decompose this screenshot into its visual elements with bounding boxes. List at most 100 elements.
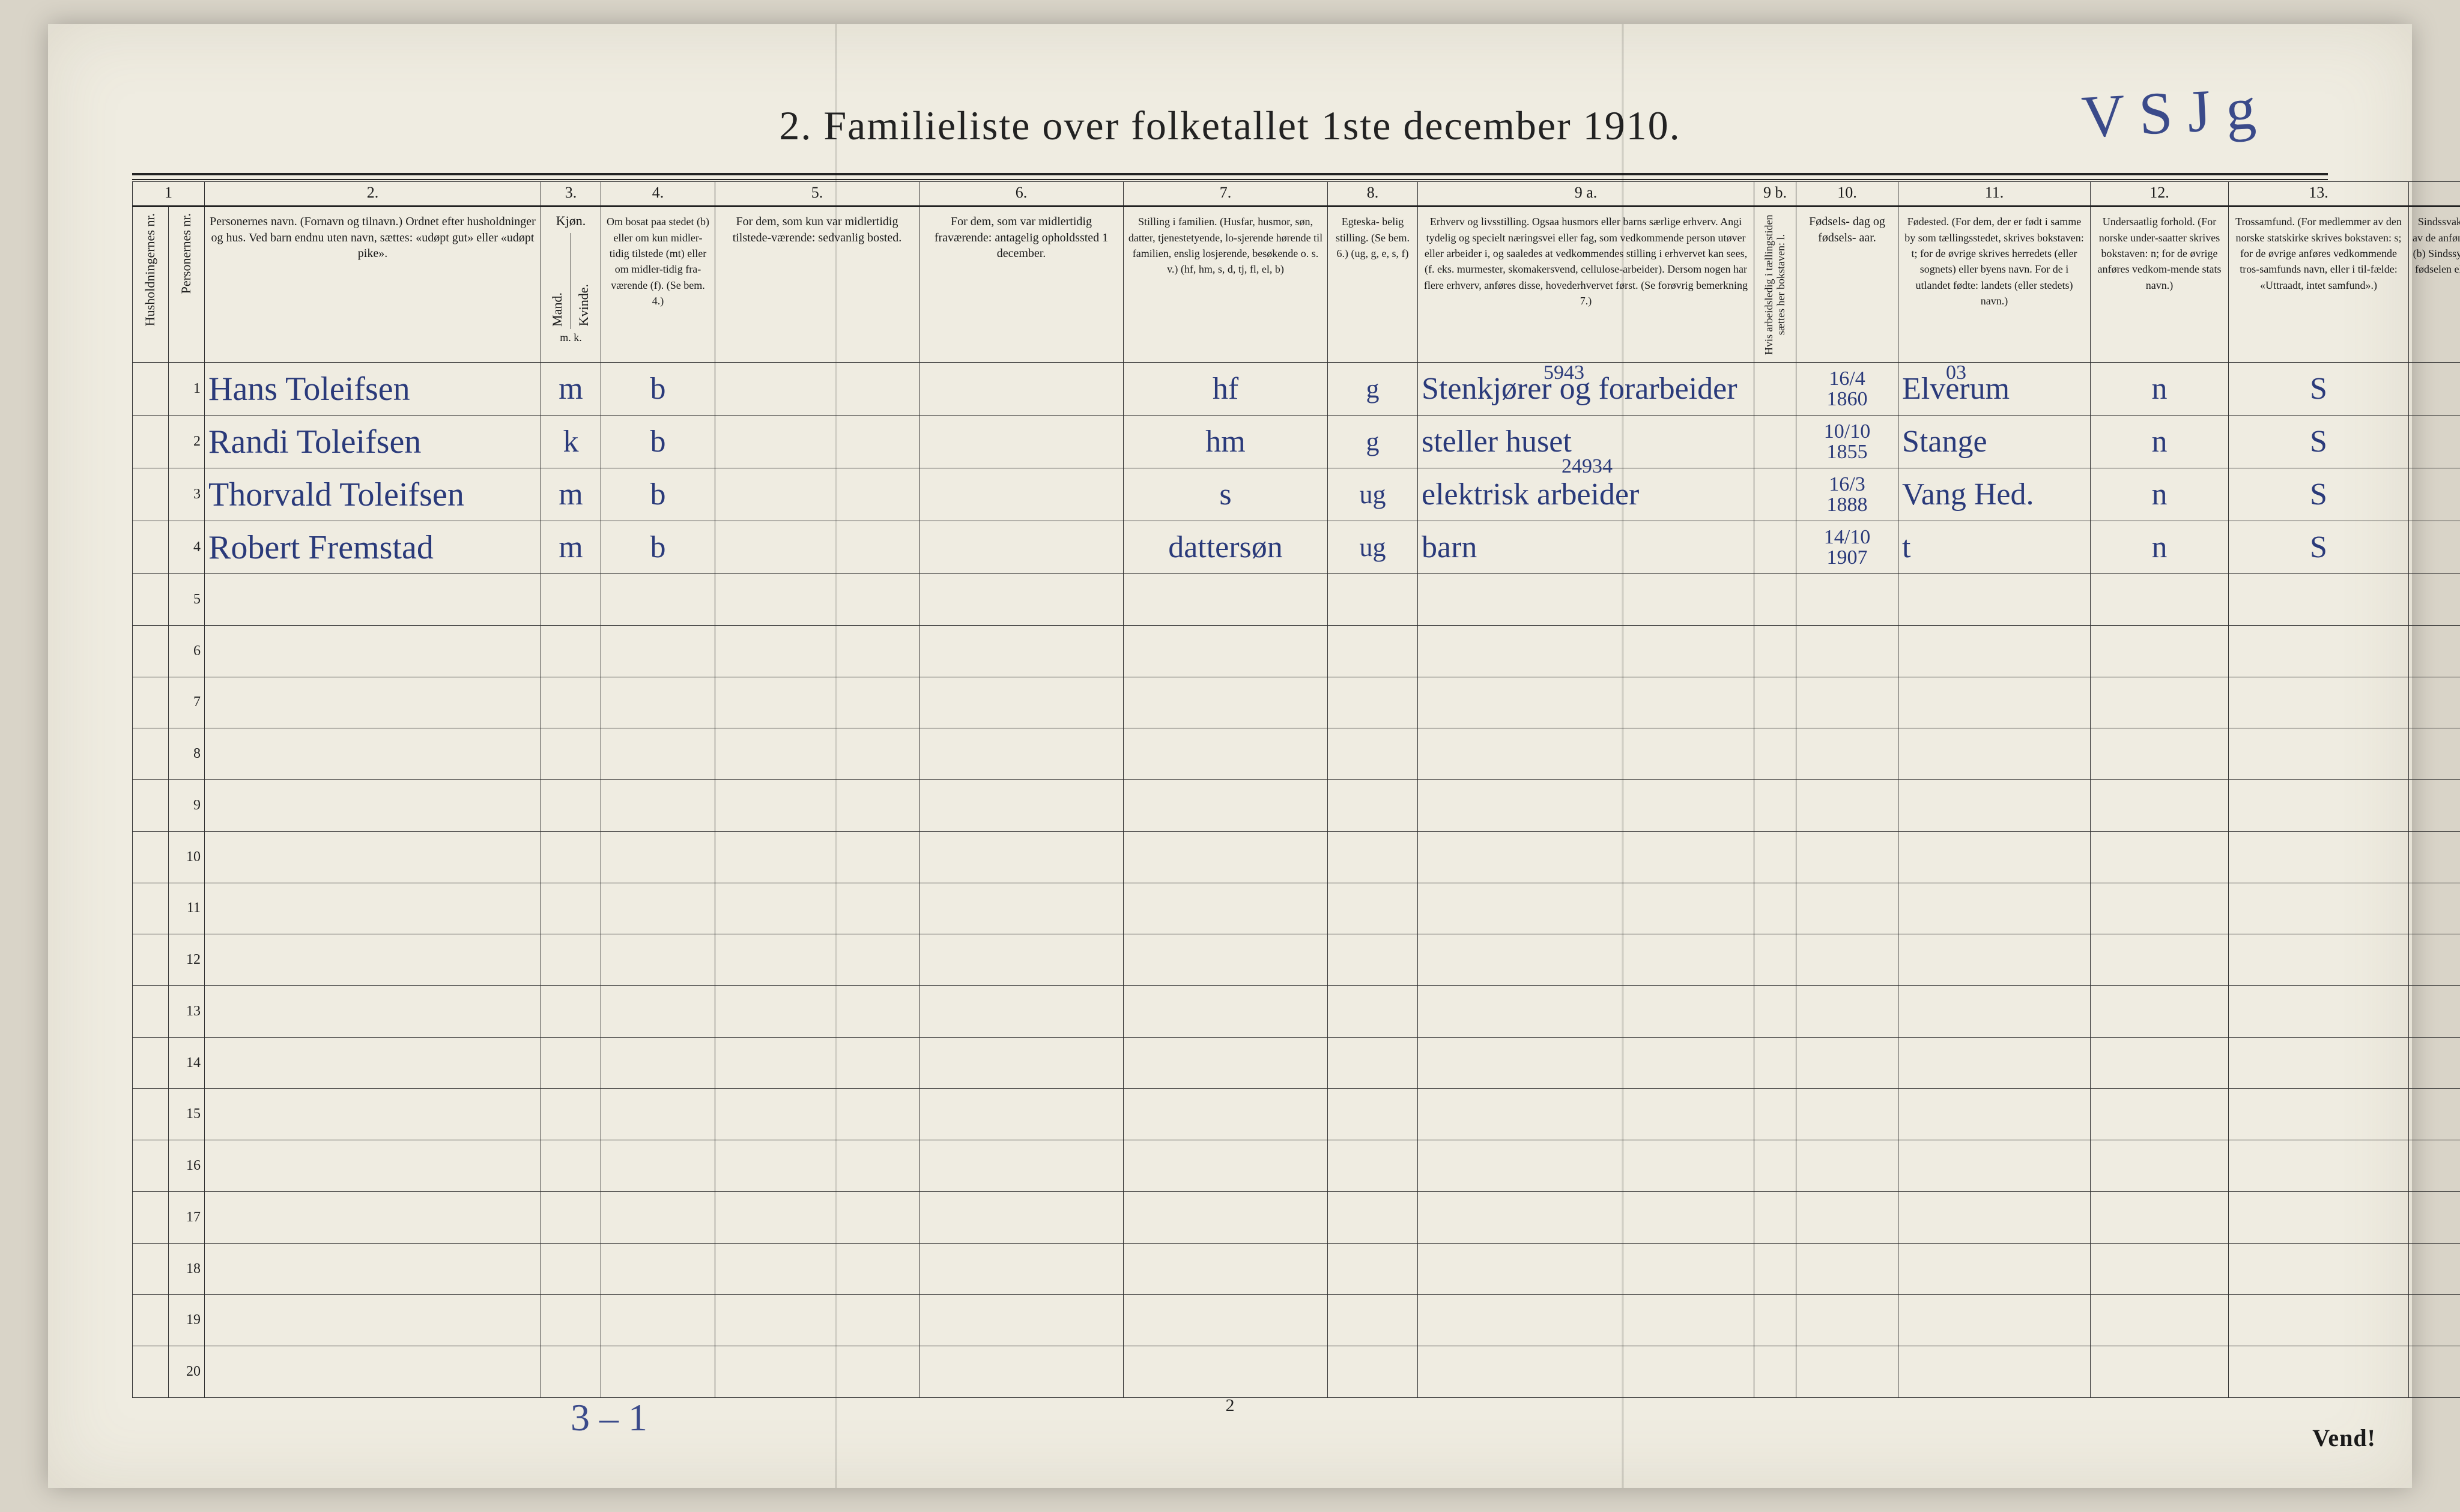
cell-sex: m xyxy=(541,521,601,574)
cell-empty xyxy=(1124,728,1328,780)
cell-empty xyxy=(1754,728,1796,780)
cell-residence: b xyxy=(601,468,715,521)
cell-empty xyxy=(1754,1295,1796,1346)
cell-person-nr: 4 xyxy=(169,521,205,574)
cell-empty xyxy=(1418,574,1754,626)
cell-empty xyxy=(1418,883,1754,934)
colnum-13: 13. xyxy=(2229,182,2409,207)
table-row: 1Hans ToleifsenmbhfgStenkjører og forarb… xyxy=(133,363,2460,416)
cell-empty xyxy=(541,1037,601,1089)
header-sex: Kjøn. Mand. Kvinde. m. k. xyxy=(541,207,601,363)
cell-empty xyxy=(205,1037,541,1089)
cell-empty xyxy=(1418,1243,1754,1295)
cell-disability xyxy=(2409,416,2460,468)
cell-empty xyxy=(205,1346,541,1398)
cell-empty xyxy=(2409,677,2460,728)
cell-household-nr xyxy=(133,1295,169,1346)
colnum-8: 8. xyxy=(1328,182,1418,207)
census-table-wrapper: 1 2. 3. 4. 5. 6. 7. 8. 9 a. 9 b. 10. 11.… xyxy=(132,181,2328,1398)
table-row: 12 xyxy=(133,934,2460,986)
cell-faith: S xyxy=(2229,521,2409,574)
cell-empty xyxy=(1418,1346,1754,1398)
cell-empty xyxy=(2091,780,2229,832)
cell-empty xyxy=(1898,1295,2091,1346)
cell-empty xyxy=(715,574,919,626)
cell-empty xyxy=(2229,677,2409,728)
cell-empty xyxy=(1124,1243,1328,1295)
cell-empty xyxy=(1328,1346,1418,1398)
cell-empty xyxy=(1754,780,1796,832)
cell-empty xyxy=(1796,1346,1898,1398)
cell-empty xyxy=(2091,1243,2229,1295)
cell-person-nr: 6 xyxy=(169,625,205,677)
cell-empty xyxy=(601,1346,715,1398)
cell-empty xyxy=(2091,1140,2229,1192)
cell-household-nr xyxy=(133,986,169,1038)
cell-empty xyxy=(541,883,601,934)
cell-empty xyxy=(1754,934,1796,986)
cell-dob: 10/10 1855 xyxy=(1796,416,1898,468)
cell-empty xyxy=(205,934,541,986)
cell-empty xyxy=(715,780,919,832)
cell-empty xyxy=(715,934,919,986)
cell-person-nr: 11 xyxy=(169,883,205,934)
cell-empty xyxy=(1796,677,1898,728)
cell-empty xyxy=(1898,625,2091,677)
cell-person-nr: 17 xyxy=(169,1191,205,1243)
cell-empty xyxy=(1796,986,1898,1038)
cell-empty xyxy=(2409,728,2460,780)
cell-empty xyxy=(2091,1346,2229,1398)
header-residence: Om bosat paa stedet (b) eller om kun mid… xyxy=(601,207,715,363)
cell-empty xyxy=(601,831,715,883)
table-row: 2Randi Toleifsenkbhmgsteller huset10/10 … xyxy=(133,416,2460,468)
cell-nationality: n xyxy=(2091,416,2229,468)
colnum-11: 11. xyxy=(1898,182,2091,207)
colnum-10: 10. xyxy=(1796,182,1898,207)
cell-empty xyxy=(1124,831,1328,883)
cell-empty xyxy=(205,831,541,883)
column-number-row: 1 2. 3. 4. 5. 6. 7. 8. 9 a. 9 b. 10. 11.… xyxy=(133,182,2460,207)
cell-empty xyxy=(1418,780,1754,832)
cell-disability xyxy=(2409,468,2460,521)
cell-household-nr xyxy=(133,416,169,468)
header-temp-absent: For dem, som var midlertidig fraværende:… xyxy=(919,207,1124,363)
cell-family-position: s xyxy=(1124,468,1328,521)
cell-empty xyxy=(1124,1295,1328,1346)
table-row: 6 xyxy=(133,625,2460,677)
cell-empty xyxy=(1754,1191,1796,1243)
cell-residence: b xyxy=(601,416,715,468)
header-family-position: Stilling i familien. (Husfar, husmor, sø… xyxy=(1124,207,1328,363)
colnum-5: 5. xyxy=(715,182,919,207)
cell-empty xyxy=(919,1346,1124,1398)
bottom-handwritten-annotation: 3 – 1 xyxy=(571,1396,647,1440)
cell-empty xyxy=(1328,1191,1418,1243)
colnum-12: 12. xyxy=(2091,182,2229,207)
cell-empty xyxy=(1754,883,1796,934)
cell-empty xyxy=(1418,625,1754,677)
cell-empty xyxy=(2409,1089,2460,1140)
table-row: 4Robert Fremstadmbdattersønugbarn14/10 1… xyxy=(133,521,2460,574)
cell-residence: b xyxy=(601,521,715,574)
cell-marital: ug xyxy=(1328,468,1418,521)
cell-empty xyxy=(2091,986,2229,1038)
cell-empty xyxy=(601,1191,715,1243)
cell-empty xyxy=(541,625,601,677)
cell-empty xyxy=(715,1140,919,1192)
interlinear-annotation-1: 5943 xyxy=(1544,361,1584,384)
colnum-3: 3. xyxy=(541,182,601,207)
cell-empty xyxy=(919,831,1124,883)
cell-empty xyxy=(919,677,1124,728)
cell-empty xyxy=(205,883,541,934)
cell-person-nr: 20 xyxy=(169,1346,205,1398)
cell-empty xyxy=(715,1295,919,1346)
cell-empty xyxy=(2091,677,2229,728)
cell-empty xyxy=(919,986,1124,1038)
cell-faith: S xyxy=(2229,363,2409,416)
cell-empty xyxy=(2091,1089,2229,1140)
cell-empty xyxy=(919,883,1124,934)
cell-person-nr: 1 xyxy=(169,363,205,416)
cell-empty xyxy=(1754,831,1796,883)
cell-empty xyxy=(2229,728,2409,780)
cell-empty xyxy=(2229,625,2409,677)
cell-empty xyxy=(2091,728,2229,780)
